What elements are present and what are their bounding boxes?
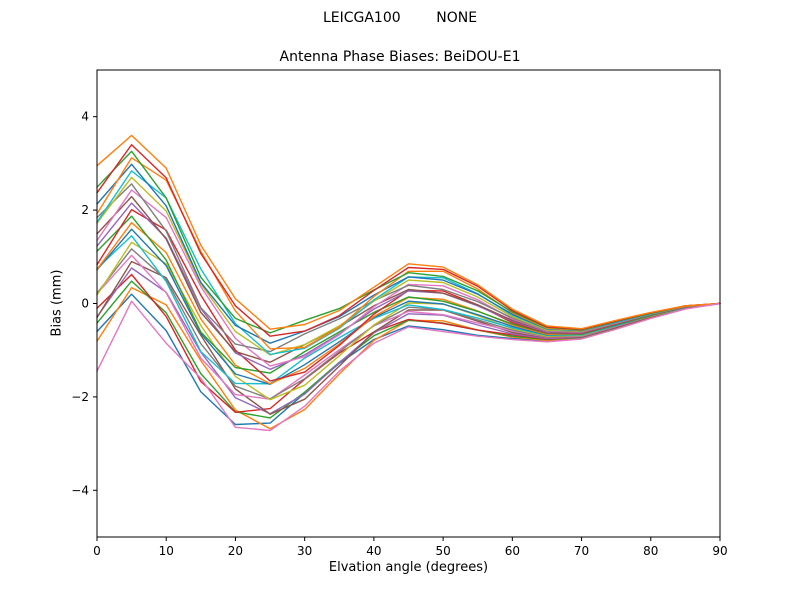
- x-tick-label: 40: [366, 544, 381, 558]
- y-tick-label: 0: [81, 297, 89, 311]
- y-axis-label: Bias (mm): [49, 269, 65, 337]
- x-tick-label: 50: [435, 544, 450, 558]
- x-tick-label: 60: [505, 544, 520, 558]
- series-line-line-13: [96, 215, 721, 374]
- y-tick-label: −2: [71, 390, 89, 404]
- y-tick-label: 2: [81, 203, 89, 217]
- x-tick-label: 70: [574, 544, 589, 558]
- y-tick-label: −4: [71, 483, 89, 497]
- y-tick-label: 4: [81, 110, 89, 124]
- x-tick-label: 30: [297, 544, 312, 558]
- series-line-line-25: [96, 134, 721, 330]
- x-tick-label: 20: [228, 544, 243, 558]
- x-tick-label: 10: [159, 544, 174, 558]
- axes-title: Antenna Phase Biases: BeiDOU-E1: [279, 49, 521, 65]
- x-axis-label: Elvation angle (degrees): [328, 560, 489, 575]
- series-line-line-02: [96, 286, 721, 430]
- figure-suptitle: LEICGA100 NONE: [322, 10, 478, 26]
- x-tick-label: 90: [712, 544, 727, 558]
- x-tick-label: 0: [93, 544, 101, 558]
- x-tick-label: 80: [643, 544, 658, 558]
- series-line-line-26: [96, 300, 721, 432]
